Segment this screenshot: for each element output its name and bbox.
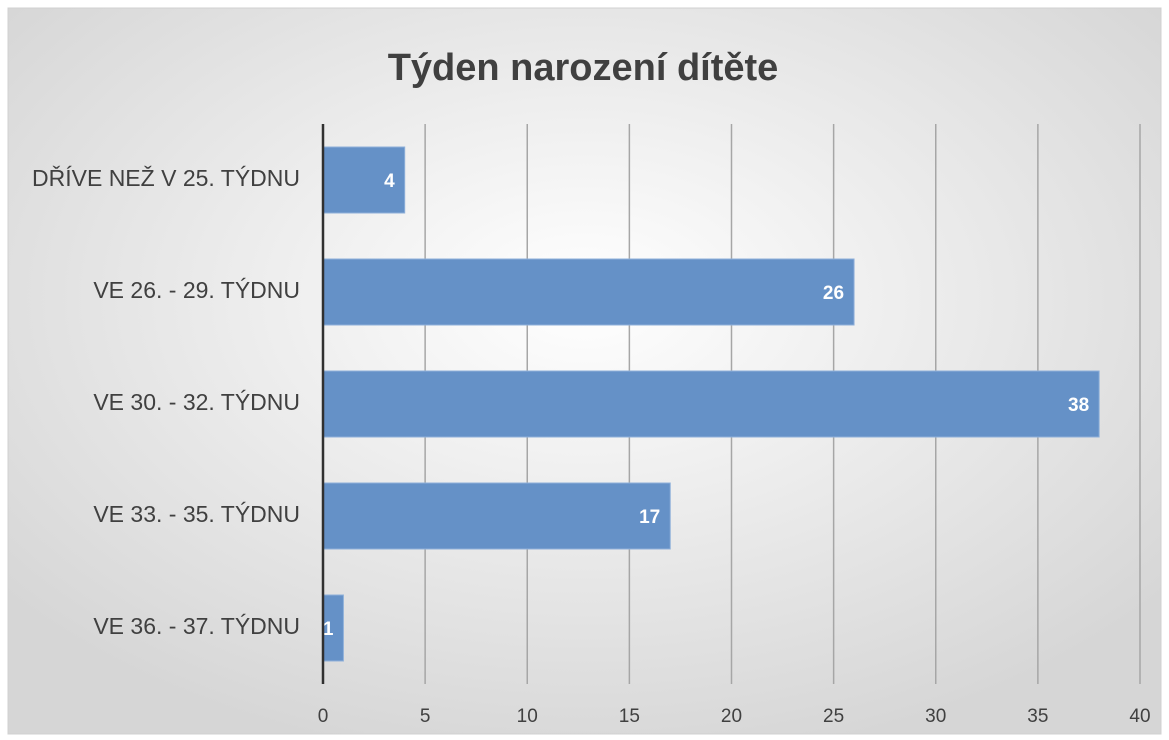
- x-tick-label: 35: [1027, 706, 1048, 727]
- data-label: 1: [323, 619, 334, 640]
- chart-title: Týden narození dítěte: [388, 47, 779, 89]
- bar: [322, 370, 1100, 438]
- x-tick-label: 25: [823, 706, 844, 727]
- y-tick-label: VE 36. - 37. TÝDNU: [93, 613, 300, 639]
- x-tick-label: 15: [619, 706, 640, 727]
- x-tick-label: 30: [925, 706, 946, 727]
- bar: [322, 258, 855, 326]
- y-tick-label: VE 30. - 32. TÝDNU: [93, 389, 300, 415]
- data-label: 17: [639, 507, 660, 528]
- x-tick-label: 20: [721, 706, 742, 727]
- y-tick-label: VE 33. - 35. TÝDNU: [93, 501, 300, 527]
- bar: [322, 146, 406, 214]
- data-label: 26: [823, 283, 844, 304]
- x-tick-label: 40: [1129, 706, 1150, 727]
- x-tick-label: 0: [318, 706, 329, 727]
- x-tick-label: 10: [517, 706, 538, 727]
- data-label: 38: [1068, 395, 1089, 416]
- y-tick-label: VE 26. - 29. TÝDNU: [93, 277, 300, 303]
- bar: [322, 482, 671, 550]
- y-tick-label: DŘÍVE NEŽ V 25. TÝDNU: [32, 165, 300, 191]
- data-label: 4: [384, 171, 395, 192]
- x-tick-label: 5: [420, 706, 431, 727]
